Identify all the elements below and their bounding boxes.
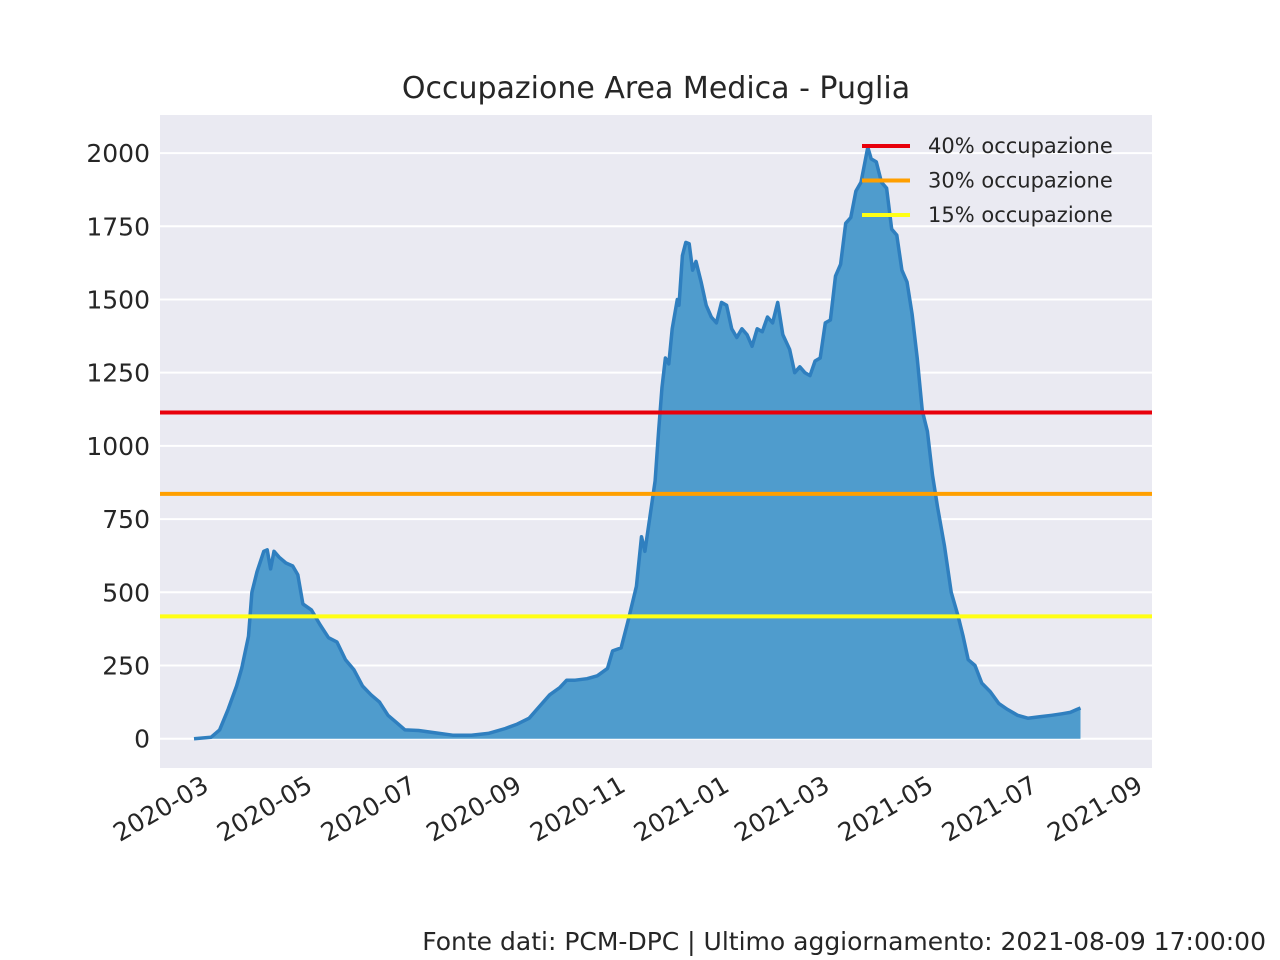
threshold-lines [160,410,1152,619]
y-tick-label: 250 [102,652,150,681]
legend-label: 15% occupazione [928,203,1113,227]
chart-title: Occupazione Area Medica - Puglia [402,71,910,106]
area-series [193,145,1082,741]
y-tick-label: 1250 [86,359,150,388]
y-tick-label: 0 [134,725,150,754]
y-tick-label: 1750 [86,212,150,241]
y-tick-label: 500 [102,578,150,607]
x-tick-label: 2021-03 [729,770,834,847]
x-tick-label: 2020-05 [212,770,317,847]
y-tick-label: 1500 [86,285,150,314]
area-fill [194,147,1081,739]
x-tick-label: 2021-09 [1042,770,1147,847]
x-tick-label: 2021-05 [833,770,938,847]
y-tick-label: 1000 [86,432,150,461]
y-axis-ticks: 0 250 500 750 1000 1250 1500 1750 2000 [86,139,150,754]
series-line [193,145,1082,741]
legend-label: 40% occupazione [928,134,1113,158]
y-tick-label: 750 [102,505,150,534]
x-tick-label: 2020-03 [108,770,213,847]
x-tick-label: 2020-11 [525,770,630,847]
x-tick-label: 2020-09 [421,770,526,847]
x-tick-label: 2020-07 [316,770,421,847]
x-tick-label: 2021-01 [629,770,734,847]
footer-source: Fonte dati: PCM-DPC | Ultimo aggiornamen… [422,927,1266,956]
legend-label: 30% occupazione [928,169,1113,193]
x-tick-label: 2021-07 [937,770,1042,847]
legend: 40% occupazione 30% occupazione 15% occupa… [862,134,1113,227]
y-tick-label: 2000 [86,139,150,168]
